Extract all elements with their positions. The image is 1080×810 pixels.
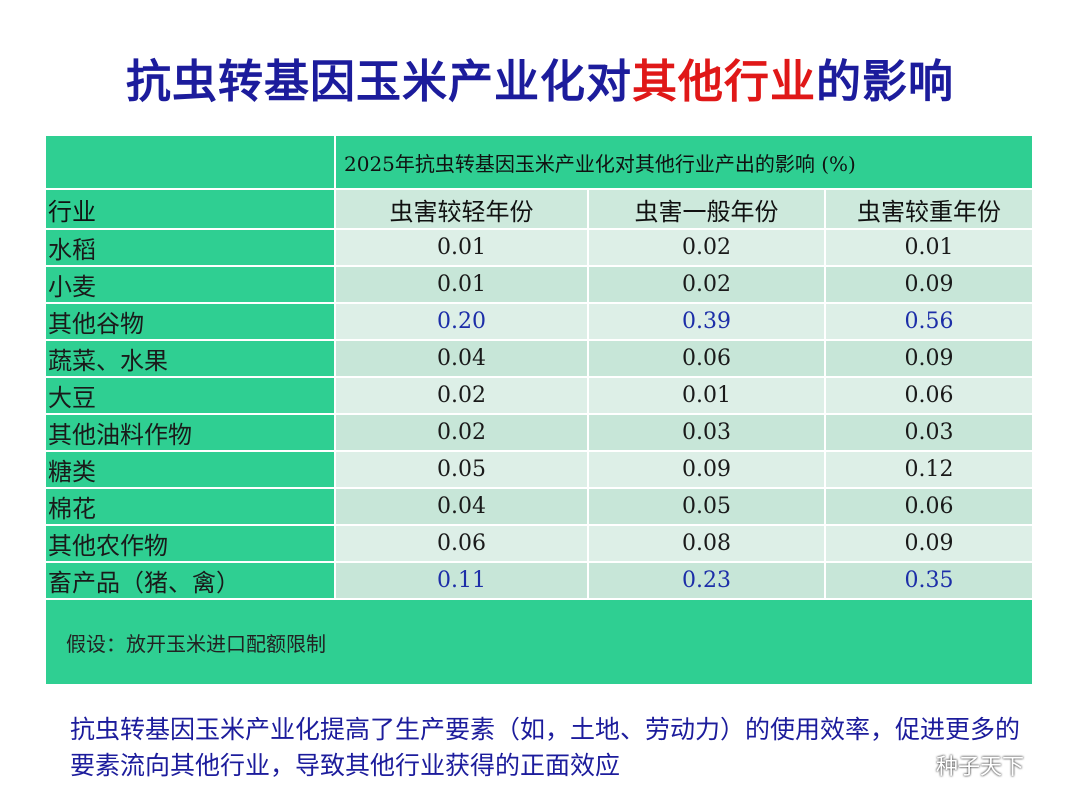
watermark: 种子天下: [904, 748, 1024, 782]
table-cell: 0.01: [334, 228, 589, 267]
index-header: 行业: [44, 188, 336, 230]
table-row: 其他农作物 0.06 0.08 0.09: [44, 524, 1035, 563]
table-cell: 0.02: [334, 376, 589, 415]
table-cell: 0.09: [823, 524, 1035, 563]
table-cell: 0.02: [587, 265, 826, 304]
conclusion-text: 抗虫转基因玉米产业化提高了生产要素（如，土地、劳动力）的使用效率，促进更多的要素…: [70, 715, 1021, 780]
table-cell: 0.01: [587, 376, 826, 415]
table-cell: 0.06: [823, 376, 1035, 415]
table-row: 糖类 0.05 0.09 0.12: [44, 450, 1035, 489]
table-cell: 0.09: [587, 450, 826, 489]
watermark-text: 种子天下: [936, 755, 1025, 780]
table-caption-row: 2025年抗虫转基因玉米产业化对其他行业产出的影响 (%): [44, 134, 1035, 190]
table-cell: 0.02: [334, 413, 589, 452]
row-label: 棉花: [44, 487, 336, 526]
assumption-row: 假设：放开玉米进口配额限制: [43, 598, 1035, 686]
table-row: 蔬菜、水果 0.04 0.06 0.09: [44, 339, 1035, 378]
table-row: 畜产品（猪、禽） 0.11 0.23 0.35: [44, 561, 1035, 600]
table-cell: 0.06: [587, 339, 826, 378]
table-header-row: 行业 虫害较轻年份 虫害一般年份 虫害较重年份: [44, 188, 1035, 230]
caption-corner: [44, 134, 336, 190]
row-label: 其他油料作物: [44, 413, 336, 452]
impact-table: 2025年抗虫转基因玉米产业化对其他行业产出的影响 (%) 行业 虫害较轻年份 …: [43, 134, 1035, 686]
table-caption: 2025年抗虫转基因玉米产业化对其他行业产出的影响 (%): [333, 134, 1035, 190]
table-cell: 0.03: [587, 413, 826, 452]
row-label: 大豆: [44, 376, 336, 415]
row-label: 小麦: [44, 265, 336, 304]
row-label: 水稻: [44, 228, 336, 267]
table-row: 水稻 0.01 0.02 0.01: [44, 228, 1035, 267]
table-cell: 0.06: [334, 524, 589, 563]
table-cell: 0.05: [334, 450, 589, 489]
table-row: 棉花 0.04 0.05 0.06: [44, 487, 1035, 526]
table-cell: 0.01: [334, 265, 589, 304]
table-cell: 0.12: [823, 450, 1035, 489]
table-cell: 0.01: [823, 228, 1035, 267]
table-cell: 0.35: [823, 561, 1035, 600]
table-row: 小麦 0.01 0.02 0.09: [44, 265, 1035, 304]
table-cell: 0.56: [823, 302, 1035, 341]
table-cell: 0.09: [823, 339, 1035, 378]
row-label: 糖类: [44, 450, 336, 489]
wechat-logo-icon: [905, 754, 930, 775]
title-part2: 的影响: [816, 55, 955, 108]
table-cell: 0.23: [587, 561, 826, 600]
row-label: 畜产品（猪、禽）: [44, 561, 336, 600]
row-label: 其他谷物: [44, 302, 336, 341]
table-cell: 0.02: [587, 228, 826, 267]
table-row: 其他油料作物 0.02 0.03 0.03: [44, 413, 1035, 452]
row-label: 蔬菜、水果: [44, 339, 336, 378]
assumption-note: 假设：放开玉米进口配额限制: [43, 598, 1035, 686]
table-cell: 0.04: [334, 339, 589, 378]
table-row: 其他谷物 0.20 0.39 0.56: [44, 302, 1035, 341]
table-cell: 0.03: [823, 413, 1035, 452]
table-cell: 0.39: [587, 302, 826, 341]
table-cell: 0.06: [823, 487, 1035, 526]
table-cell: 0.05: [587, 487, 826, 526]
table-cell: 0.20: [334, 302, 589, 341]
table-cell: 0.11: [334, 561, 589, 600]
table-row: 大豆 0.02 0.01 0.06: [44, 376, 1035, 415]
title-highlight: 其他行业: [631, 55, 816, 108]
table-cell: 0.08: [587, 524, 826, 563]
column-header-normal: 虫害一般年份: [587, 188, 826, 230]
title-part1: 抗虫转基因玉米产业化对: [125, 55, 632, 108]
slide-title: 抗虫转基因玉米产业化对其他行业的影响: [0, 52, 1080, 112]
table-cell: 0.04: [334, 487, 589, 526]
column-header-light: 虫害较轻年份: [334, 188, 589, 230]
row-label: 其他农作物: [44, 524, 336, 563]
table-cell: 0.09: [823, 265, 1035, 304]
column-header-heavy: 虫害较重年份: [823, 188, 1035, 230]
